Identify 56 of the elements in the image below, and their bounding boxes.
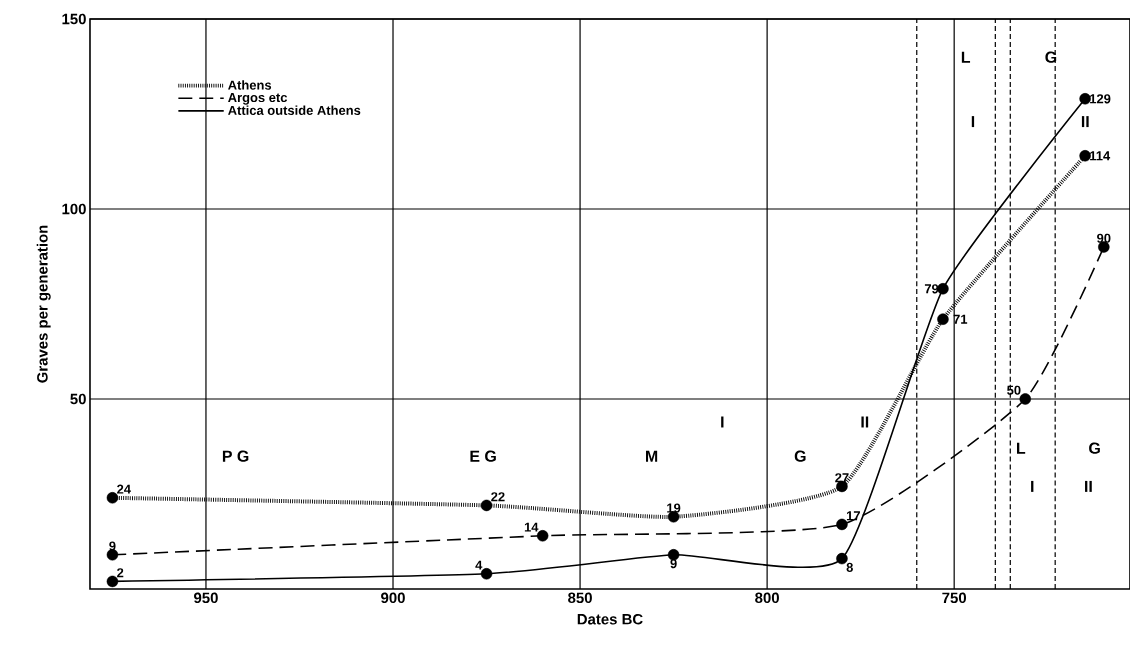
data-label: 4 [475, 560, 483, 570]
data-label: 9 [109, 541, 116, 551]
point [836, 552, 848, 565]
point [937, 313, 949, 325]
point [106, 575, 119, 588]
point [1079, 93, 1091, 105]
annotation: L [1017, 442, 1026, 454]
data-label: 17 [846, 511, 860, 521]
annotation: G [794, 450, 806, 462]
point [1019, 393, 1031, 405]
y-tick-label: 50 [70, 393, 86, 405]
data-label: 2 [117, 568, 124, 578]
x-tick-label: 750 [942, 592, 967, 604]
annotation: I [1031, 480, 1034, 492]
data-label: 19 [667, 503, 681, 513]
annotation: II [1081, 116, 1089, 128]
annotation: E G [470, 450, 496, 462]
annotation: II [861, 416, 869, 428]
legend-label: Athens [228, 80, 272, 90]
data-label: 22 [491, 492, 505, 502]
data-label: 90 [1097, 233, 1111, 243]
data-label: 14 [524, 522, 539, 532]
x-tick-label: 850 [568, 592, 592, 604]
annotation: I [971, 116, 975, 128]
point [937, 283, 949, 295]
data-label: 24 [117, 484, 131, 494]
annotation: G [1089, 442, 1100, 454]
data-label: 129 [1090, 94, 1111, 104]
y-axis-title: Graves per generation [36, 225, 51, 383]
annotation: L [961, 51, 971, 63]
data-label: 27 [835, 473, 849, 483]
annotation: M [646, 450, 658, 462]
x-tick-label: 800 [755, 592, 779, 604]
data-label: 8 [846, 562, 853, 572]
point [536, 530, 549, 542]
point [106, 492, 119, 504]
annotation: I [721, 416, 724, 428]
point [836, 518, 848, 531]
x-axis-title: Dates BC [577, 613, 643, 625]
legend-label: Argos etc [228, 93, 288, 105]
data-label: 79 [924, 284, 939, 294]
legend-label: Attica outside Athens [228, 105, 361, 115]
data-label: 50 [1007, 385, 1021, 395]
point [667, 549, 680, 561]
point [480, 499, 493, 512]
y-tick-label: 150 [62, 13, 86, 25]
annotation: P G [222, 450, 249, 462]
x-tick-label: 900 [381, 592, 405, 604]
data-label: 114 [1090, 151, 1111, 161]
annotation: II [1085, 480, 1092, 492]
y-tick-label: 100 [62, 203, 86, 215]
annotation: G [1045, 51, 1057, 63]
x-tick-label: 950 [194, 592, 218, 604]
point [106, 549, 119, 561]
point [480, 568, 493, 580]
point [1079, 150, 1091, 162]
